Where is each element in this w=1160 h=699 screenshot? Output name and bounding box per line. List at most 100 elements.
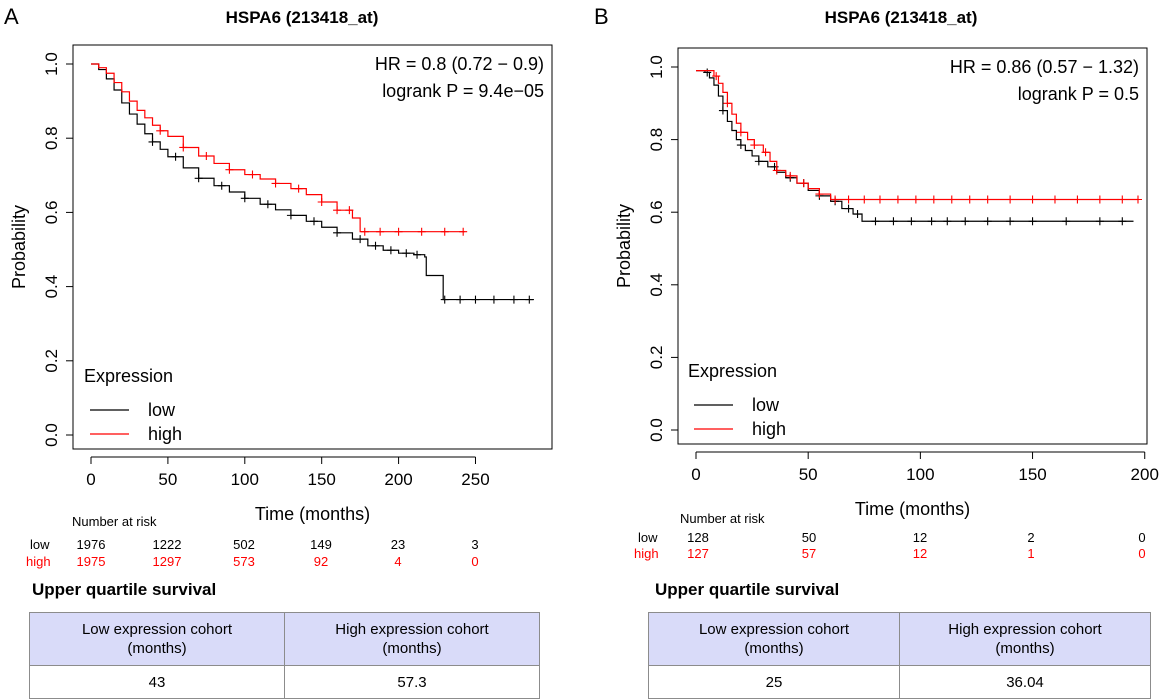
risk-table-b: Number at risk low high 128 50 12 2 0 12… [580,511,1160,571]
censor-mark-high [459,227,468,236]
censor-mark-high [202,152,211,161]
risk-high-value: 1297 [152,554,182,569]
censor-mark-high [860,195,869,204]
legend-title: Expression [688,361,777,381]
censor-mark-high [248,170,257,179]
censor-mark-high [1050,195,1059,204]
x-tick-label: 200 [384,470,412,489]
censor-mark-low [440,295,449,304]
panel-letter: A [4,4,19,29]
risk-low-value: 0 [1138,530,1146,545]
censor-mark-high [294,184,303,193]
censor-mark-high [723,99,732,108]
hr-annotation: HR = 0.86 (0.57 − 1.32) [950,57,1139,77]
censor-mark-low [961,217,970,226]
censor-mark-low [456,295,465,304]
y-tick-label: 0.4 [647,273,666,297]
censor-mark-high [317,198,326,207]
censor-mark-low [413,250,422,259]
legend-label-high: high [148,424,182,444]
censor-mark-high [815,190,824,199]
legend-label-high: high [752,419,786,439]
uq-header-high: High expression cohort (months) [899,612,1151,666]
plot-frame [72,44,553,450]
x-tick-label: 0 [86,470,95,489]
censor-mark-low [1062,217,1071,226]
logrank-annotation: logrank P = 9.4e−05 [382,81,544,101]
uq-value-low: 25 [648,665,900,699]
censor-mark-low [148,137,157,146]
censor-mark-low [356,235,365,244]
risk-header: Number at risk [72,514,157,529]
risk-low-value: 12 [912,530,928,545]
risk-high-value: 1975 [76,554,106,569]
uq-value-high: 36.04 [899,665,1151,699]
risk-high-value: 0 [1138,546,1146,561]
censor-mark-high [736,128,745,137]
censor-mark-low [489,295,498,304]
censor-mark-high [831,195,840,204]
legend-label-low: low [752,395,780,415]
x-tick-label: 100 [231,470,259,489]
censor-mark-low [286,211,295,220]
censor-mark-high [394,227,403,236]
risk-low-value: 2 [1027,530,1035,545]
censor-mark-low [736,141,745,150]
risk-high-value: 1 [1027,546,1035,561]
censor-mark-low [1028,217,1037,226]
y-tick-label: 0.2 [42,349,61,373]
risk-high-value: 573 [233,554,255,569]
panel-a: A HSPA6 (213418_at) 0.0 0.2 0.4 0.6 0.8 1.0 Pro… [4,4,553,699]
censor-mark-low [754,157,763,166]
censor-mark-high [417,227,426,236]
uq-header-high: High expression cohort (months) [284,612,540,666]
y-tick-label: 1.0 [647,55,666,79]
uq-header-low: Low expression cohort (months) [29,612,285,666]
censor-mark-low [471,295,480,304]
censor-mark-low [386,246,395,255]
censor-mark-high [772,166,781,175]
upper-quartile-title: Upper quartile survival [655,580,840,599]
censor-mark-high [786,171,795,180]
risk-low-value: 1222 [152,537,182,552]
risk-high-value: 4 [394,554,402,569]
censor-mark-low [889,217,898,226]
risk-low-value: 23 [390,537,406,552]
censor-mark-high [929,195,938,204]
chart-title: HSPA6 (213418_at) [226,8,379,27]
censor-mark-high [376,227,385,236]
risk-header: Number at risk [680,511,765,526]
uq-value-low: 43 [29,665,285,699]
panel-b: B HSPA6 (213418_at) 0.0 0.2 0.4 0.6 0.8 1.0 Pro… [580,0,1160,699]
censor-mark-high [1134,195,1142,204]
x-tick-label: 250 [461,470,489,489]
censor-mark-low [703,68,712,77]
x-tick-label: 150 [1018,465,1046,484]
censor-mark-high [440,227,449,236]
censor-mark-low [525,295,534,304]
uq-header-low-text: Low expression cohort (months) [698,621,850,657]
censor-mark-low [310,217,318,226]
censor-mark-high [333,206,342,215]
uq-value-high: 57.3 [284,665,540,699]
censor-mark-low [844,204,853,213]
censor-mark-high [225,165,234,174]
risk-low-value: 128 [687,530,709,545]
x-tick-label: 50 [158,470,177,489]
censor-mark-low [853,210,862,219]
logrank-annotation: logrank P = 0.5 [1018,84,1139,104]
x-tick-label: 150 [308,470,336,489]
censor-mark-low [509,295,518,304]
censor-mark-low [240,194,249,203]
y-tick-label: 0.0 [647,418,666,442]
chart-title: HSPA6 (213418_at) [825,8,978,27]
upper-quartile-table-b: Low expression cohort (months) High expr… [648,612,1151,699]
censor-mark-low [983,217,992,226]
uq-header-low: Low expression cohort (months) [648,612,900,666]
legend-label-low: low [148,400,176,420]
y-tick-label: 0.0 [42,423,61,447]
x-axis-label: Time (months) [855,499,970,519]
upper-quartile-table-a: Low expression cohort (months) High expr… [29,612,540,699]
censor-mark-high [761,148,770,157]
y-tick-label: 0.4 [42,275,61,299]
